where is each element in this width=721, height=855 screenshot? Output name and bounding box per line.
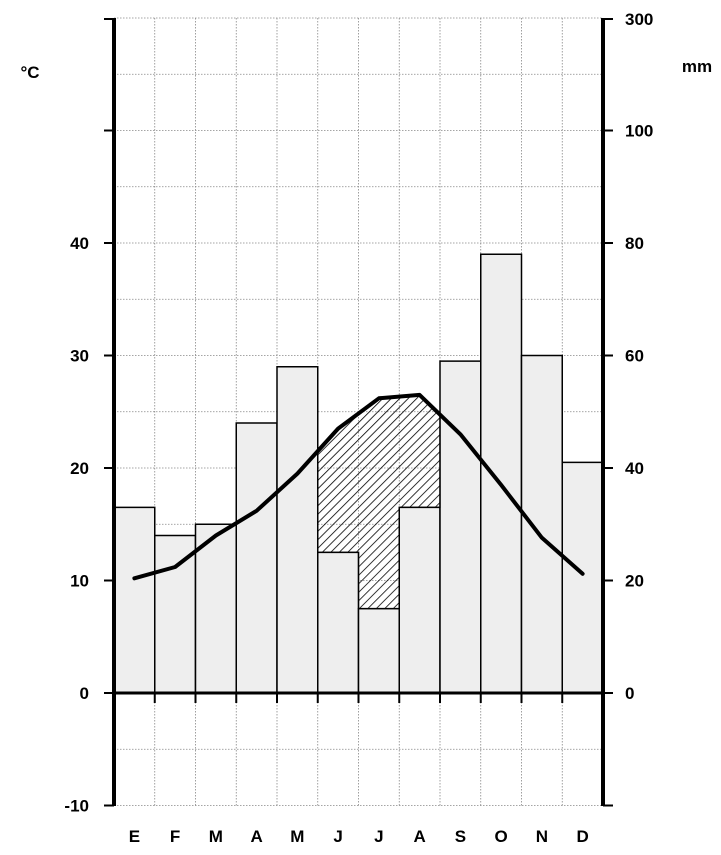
left-tick-label: 0 <box>80 684 89 703</box>
right-tick-label: 80 <box>625 234 644 253</box>
month-label: J <box>374 827 383 846</box>
month-label: O <box>495 827 508 846</box>
precip-bar <box>357 607 400 694</box>
month-label: M <box>209 827 223 846</box>
left-tick-label: 40 <box>70 234 89 253</box>
temperature-curve <box>132 392 585 581</box>
month-label: E <box>129 827 140 846</box>
precip-bar <box>480 253 523 694</box>
right-tick-label: 0 <box>625 684 634 703</box>
precip-bar <box>113 506 156 694</box>
month-label: A <box>250 827 262 846</box>
precipitation-bars <box>113 253 604 694</box>
left-tick-label: 30 <box>70 347 89 366</box>
right-tick-label: 300 <box>625 10 653 29</box>
left-tick-label: -10 <box>64 797 89 816</box>
right-tick-label: 40 <box>625 459 644 478</box>
month-label: A <box>413 827 425 846</box>
precip-bar <box>276 366 319 694</box>
month-label: F <box>170 827 180 846</box>
precip-bar <box>235 422 278 694</box>
precip-bar <box>194 523 237 694</box>
precip-bar <box>520 354 563 694</box>
right-unit-label: mm <box>682 57 712 76</box>
precip-bar <box>154 534 197 694</box>
month-label: J <box>333 827 342 846</box>
axes <box>104 18 613 807</box>
precip-bar <box>317 551 360 694</box>
precip-bar <box>561 461 604 694</box>
right-tick-label: 20 <box>625 572 644 591</box>
month-label: N <box>536 827 548 846</box>
right-tick-label: 60 <box>625 347 644 366</box>
temperature-line <box>132 392 585 581</box>
right-tick-label: 100 <box>625 122 653 141</box>
precip-bar <box>398 506 441 694</box>
left-tick-label: 20 <box>70 459 89 478</box>
left-tick-label: 10 <box>70 572 89 591</box>
precip-bar <box>439 360 482 694</box>
month-label: D <box>576 827 588 846</box>
month-label: M <box>290 827 304 846</box>
left-unit-label: °C <box>20 63 39 82</box>
month-label: S <box>455 827 466 846</box>
